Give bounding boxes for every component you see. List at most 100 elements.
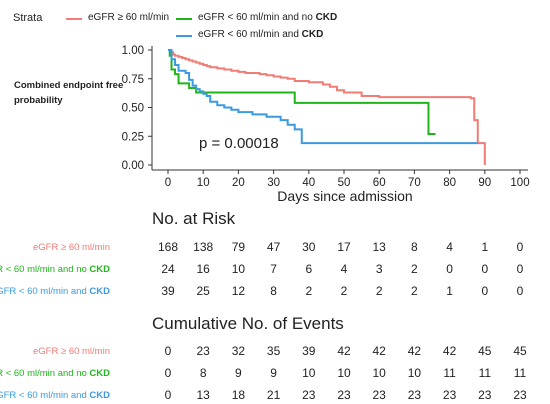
- events-cell: 23: [372, 388, 386, 402]
- at_risk-cell: 47: [266, 240, 281, 254]
- events-cell: 23: [442, 388, 457, 402]
- events-cell: 23: [302, 388, 316, 402]
- at_risk-cell: 7: [270, 262, 277, 276]
- events-cell: 11: [478, 366, 492, 380]
- events-cell: 23: [337, 388, 351, 402]
- at_risk-row-label-0: eGFR ≥ 60 ml/min: [32, 242, 110, 253]
- x-tick-label: 70: [408, 177, 421, 189]
- events-row-label-1: eGFR < 60 ml/min and no CKD: [0, 368, 110, 379]
- events-cell: 23: [407, 388, 422, 402]
- x-tick-label: 10: [197, 177, 210, 189]
- at_risk-cell: 24: [161, 262, 175, 276]
- at_risk-cell: 4: [340, 262, 348, 276]
- x-tick-label: 0: [165, 177, 171, 189]
- at_risk-cell: 0: [481, 284, 489, 298]
- x-tick-label: 60: [373, 177, 386, 189]
- at_risk-cell: 12: [231, 284, 246, 298]
- at_risk-cell: 6: [305, 262, 313, 276]
- events-cell: 10: [302, 366, 316, 380]
- events-cell: 0: [164, 366, 172, 380]
- legend-title: Strata: [13, 12, 43, 24]
- events-cell: 11: [513, 366, 527, 380]
- y-tick-label: 0.75: [122, 74, 144, 86]
- at_risk-cell: 79: [231, 240, 246, 254]
- legend-label-1: eGFR < 60 ml/min and no CKD: [198, 12, 338, 23]
- legend-label-0: eGFR ≥ 60 ml/min: [88, 12, 170, 23]
- events-cell: 21: [266, 388, 281, 402]
- at_risk-cell: 2: [340, 284, 348, 298]
- at_risk-cell: 39: [161, 284, 175, 298]
- at_risk-cell: 0: [481, 262, 489, 276]
- events-cell: 23: [196, 344, 210, 358]
- events-row-label-2: eGFR < 60 ml/min and CKD: [0, 390, 110, 401]
- events-cell: 45: [478, 344, 492, 358]
- p-value-annotation: p = 0.00018: [199, 135, 279, 152]
- events-cell: 35: [266, 344, 281, 358]
- survival-curve-0: [168, 49, 486, 165]
- at_risk-cell: 2: [411, 262, 418, 276]
- y-tick-label: 0.50: [122, 103, 144, 115]
- legend: Strata eGFR ≥ 60 ml/min eGFR < 60 ml/min…: [0, 0, 550, 46]
- y-tick-label: 1.00: [122, 45, 144, 57]
- x-tick-label: 90: [478, 177, 491, 189]
- y-tick-label: 0.25: [122, 131, 144, 143]
- at_risk-cell: 2: [375, 284, 383, 298]
- at_risk-cell: 0: [516, 262, 524, 276]
- events-cell: 42: [442, 344, 457, 358]
- events-title: Cumulative No. of Events: [152, 314, 344, 333]
- events-row-label-0: eGFR ≥ 60 ml/min: [32, 346, 110, 357]
- at_risk-cell: 25: [196, 284, 210, 298]
- events-cell: 23: [478, 388, 492, 402]
- x-tick-label: 50: [338, 177, 351, 189]
- at_risk-cell: 1: [446, 284, 453, 298]
- x-tick-label: 40: [302, 177, 315, 189]
- events-cell: 23: [513, 388, 527, 402]
- at_risk-cell: 0: [516, 240, 524, 254]
- events-cell: 39: [302, 344, 316, 358]
- axes: 0.00 0.25 0.50 0.75 1.00 0 10 20 30 40 50 60 70 80 90 1…: [122, 45, 530, 189]
- at_risk-cell: 4: [446, 240, 453, 254]
- y-tick-label: 0.00: [122, 160, 144, 172]
- survival-curves: [168, 49, 486, 165]
- y-axis-side-label: Combined endpoint free probability: [14, 80, 124, 106]
- events-cell: 0: [164, 344, 172, 358]
- events-cell: 11: [443, 366, 456, 380]
- at_risk-cell: 168: [157, 240, 179, 254]
- at_risk-cell: 1: [481, 240, 489, 254]
- legend-line-1: [176, 18, 192, 20]
- at_risk-cell: 13: [372, 240, 386, 254]
- survival-curve-1: [168, 49, 436, 135]
- at_risk-cell: 0: [516, 284, 524, 298]
- at_risk-cell: 17: [337, 240, 351, 254]
- legend-line-2: [176, 35, 192, 37]
- events-cell: 8: [199, 366, 207, 380]
- at_risk-cell: 0: [446, 262, 453, 276]
- events-cell: 9: [270, 366, 277, 380]
- events-cell: 32: [231, 344, 246, 358]
- at_risk-cell: 8: [411, 240, 418, 254]
- x-tick-label: 20: [232, 177, 245, 189]
- x-tick-label: 100: [510, 177, 529, 189]
- at_risk-cell: 3: [375, 262, 383, 276]
- x-tick-label: 30: [267, 177, 280, 189]
- events-cell: 0: [164, 388, 172, 402]
- at_risk-row-label-2: eGFR < 60 ml/min and CKD: [0, 286, 110, 297]
- at_risk-cell: 10: [231, 262, 246, 276]
- at_risk-cell: 2: [305, 284, 313, 298]
- km-plot: 0.00 0.25 0.50 0.75 1.00 0 10 20 30 40 50 60 70 80 90 1…: [122, 45, 530, 204]
- at_risk-cell: 2: [411, 284, 418, 298]
- events-cell: 10: [337, 366, 351, 380]
- events-cell: 42: [337, 344, 351, 358]
- survival-curve-2: [168, 49, 478, 145]
- at_risk-cell: 8: [270, 284, 277, 298]
- legend-label-2: eGFR < 60 ml/min and CKD: [198, 29, 324, 40]
- events-cell: 42: [372, 344, 386, 358]
- at_risk-cell: 30: [302, 240, 316, 254]
- at_risk-row-label-1: eGFR < 60 ml/min and no CKD: [0, 264, 110, 275]
- events-cell: 10: [407, 366, 422, 380]
- events-cell: 42: [407, 344, 422, 358]
- at-risk-title: No. at Risk: [152, 209, 236, 228]
- at_risk-cell: 138: [193, 240, 214, 254]
- x-axis-label: Days since admission: [277, 188, 412, 204]
- events-cell: 45: [513, 344, 527, 358]
